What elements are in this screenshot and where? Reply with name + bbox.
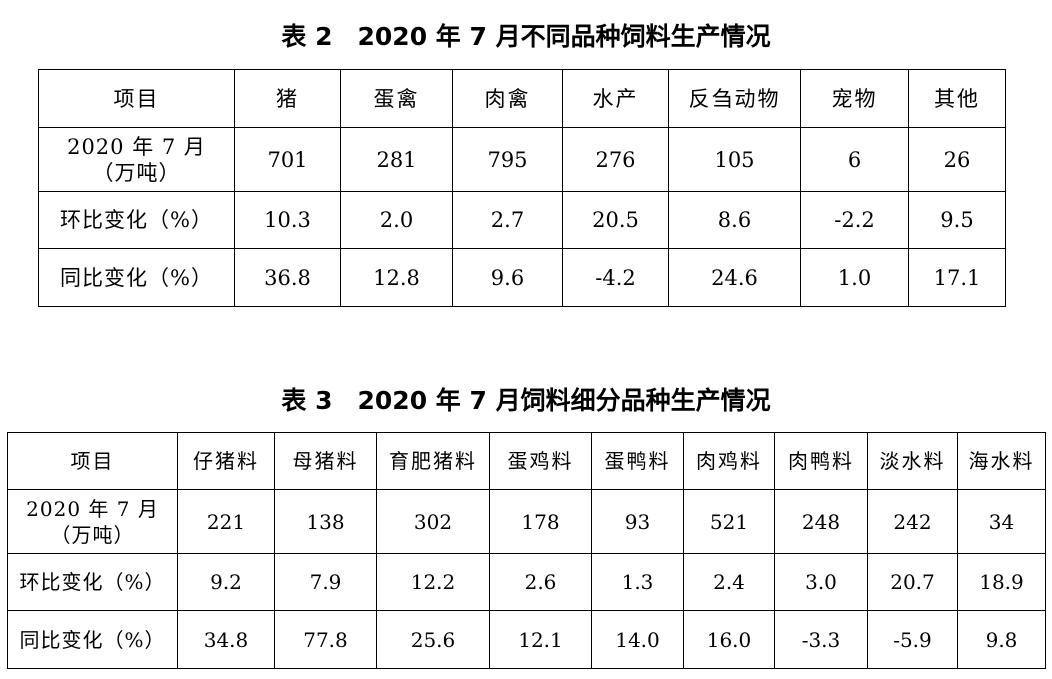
table3-header-cell: 蛋鸭料	[591, 432, 684, 490]
row-label-line2: （万吨）	[92, 160, 181, 185]
table3-header-cell: 育肥猪料	[376, 432, 490, 490]
table-cell: 7.9	[274, 553, 377, 611]
table-cell: -3.3	[774, 610, 868, 669]
table-cell: 2.6	[489, 553, 592, 611]
table-row: 2020 年 7 月 （万吨） 221 138 302 178 93 521 2…	[7, 489, 1046, 554]
table-cell: 10.3	[234, 191, 341, 249]
table-cell: 9.6	[452, 248, 563, 307]
table-cell: 2.0	[340, 191, 453, 249]
table-cell: 14.0	[591, 610, 684, 669]
table3-header-cell: 淡水料	[867, 432, 958, 490]
table-cell: 34.8	[177, 610, 275, 669]
table2-header-cell: 反刍动物	[668, 69, 801, 128]
table3-header-cell: 项目	[7, 432, 178, 490]
table-cell: 9.2	[177, 553, 275, 611]
row-label-line1: 2020 年 7 月	[26, 496, 159, 521]
row-label: 2020 年 7 月 （万吨）	[7, 489, 178, 554]
table-row: 同比变化（%） 36.8 12.8 9.6 -4.2 24.6 1.0 17.1	[38, 248, 1006, 307]
table-cell: 105	[668, 127, 801, 192]
table2: 项目 猪 蛋禽 肉禽 水产 反刍动物 宠物 其他 2020 年 7 月 （万吨）…	[38, 69, 1006, 307]
table-cell: 20.7	[867, 553, 958, 611]
row-label: 同比变化（%）	[7, 610, 178, 669]
table3: 项目 仔猪料 母猪料 育肥猪料 蛋鸡料 蛋鸭料 肉鸡料 肉鸭料 淡水料 海水料 …	[7, 432, 1046, 669]
table-cell: 12.1	[489, 610, 592, 669]
table-row: 环比变化（%） 9.2 7.9 12.2 2.6 1.3 2.4 3.0 20.…	[7, 553, 1046, 611]
table-row: 同比变化（%） 34.8 77.8 25.6 12.1 14.0 16.0 -3…	[7, 610, 1046, 669]
table-cell: 242	[867, 489, 958, 554]
table-cell: 302	[376, 489, 490, 554]
table3-header-cell: 母猪料	[274, 432, 377, 490]
row-label: 2020 年 7 月 （万吨）	[38, 127, 235, 192]
table-cell: 17.1	[908, 248, 1006, 307]
table-cell: 2.7	[452, 191, 563, 249]
table2-header-cell: 项目	[38, 69, 235, 128]
table3-header-row: 项目 仔猪料 母猪料 育肥猪料 蛋鸡料 蛋鸭料 肉鸡料 肉鸭料 淡水料 海水料	[7, 432, 1046, 490]
table-cell: 221	[177, 489, 275, 554]
table3-header-cell: 肉鸭料	[774, 432, 868, 490]
table-cell: 138	[274, 489, 377, 554]
row-label: 同比变化（%）	[38, 248, 235, 307]
table-cell: 521	[683, 489, 775, 554]
table-cell: 6	[800, 127, 909, 192]
table-cell: -5.9	[867, 610, 958, 669]
table-cell: 9.8	[957, 610, 1046, 669]
table2-header-cell: 蛋禽	[340, 69, 453, 128]
table2-header-cell: 水产	[562, 69, 669, 128]
table3-header-cell: 仔猪料	[177, 432, 275, 490]
table-cell: 276	[562, 127, 669, 192]
table-cell: 93	[591, 489, 684, 554]
table-cell: -2.2	[800, 191, 909, 249]
table2-header-cell: 肉禽	[452, 69, 563, 128]
table2-header-row: 项目 猪 蛋禽 肉禽 水产 反刍动物 宠物 其他	[38, 69, 1006, 128]
table-cell: 77.8	[274, 610, 377, 669]
table2-header-cell: 其他	[908, 69, 1006, 128]
row-label: 环比变化（%）	[38, 191, 235, 249]
table-cell: 701	[234, 127, 341, 192]
row-label-line2: （万吨）	[50, 522, 135, 547]
table-cell: 20.5	[562, 191, 669, 249]
table-row: 环比变化（%） 10.3 2.0 2.7 20.5 8.6 -2.2 9.5	[38, 191, 1006, 249]
table-cell: 26	[908, 127, 1006, 192]
table3-title: 表 3 2020 年 7 月饲料细分品种生产情况	[281, 386, 771, 415]
table-cell: 12.8	[340, 248, 453, 307]
table3-header-cell: 肉鸡料	[683, 432, 775, 490]
table-cell: 25.6	[376, 610, 490, 669]
table-cell: 24.6	[668, 248, 801, 307]
table-cell: 9.5	[908, 191, 1006, 249]
table-cell: 1.3	[591, 553, 684, 611]
table-cell: 8.6	[668, 191, 801, 249]
table-cell: 34	[957, 489, 1046, 554]
table-cell: 3.0	[774, 553, 868, 611]
table-cell: 281	[340, 127, 453, 192]
table3-header-cell: 海水料	[957, 432, 1046, 490]
row-label: 环比变化（%）	[7, 553, 178, 611]
table-cell: 18.9	[957, 553, 1046, 611]
table-cell: 36.8	[234, 248, 341, 307]
table-cell: 2.4	[683, 553, 775, 611]
table-cell: 795	[452, 127, 563, 192]
table-cell: 16.0	[683, 610, 775, 669]
table3-header-cell: 蛋鸡料	[489, 432, 592, 490]
table-row: 2020 年 7 月 （万吨） 701 281 795 276 105 6 26	[38, 127, 1006, 192]
table2-title: 表 2 2020 年 7 月不同品种饲料生产情况	[281, 22, 771, 51]
table2-header-cell: 猪	[234, 69, 341, 128]
table-cell: 1.0	[800, 248, 909, 307]
table2-header-cell: 宠物	[800, 69, 909, 128]
table-cell: -4.2	[562, 248, 669, 307]
table-cell: 178	[489, 489, 592, 554]
table-cell: 248	[774, 489, 868, 554]
table-cell: 12.2	[376, 553, 490, 611]
row-label-line1: 2020 年 7 月	[67, 134, 206, 159]
